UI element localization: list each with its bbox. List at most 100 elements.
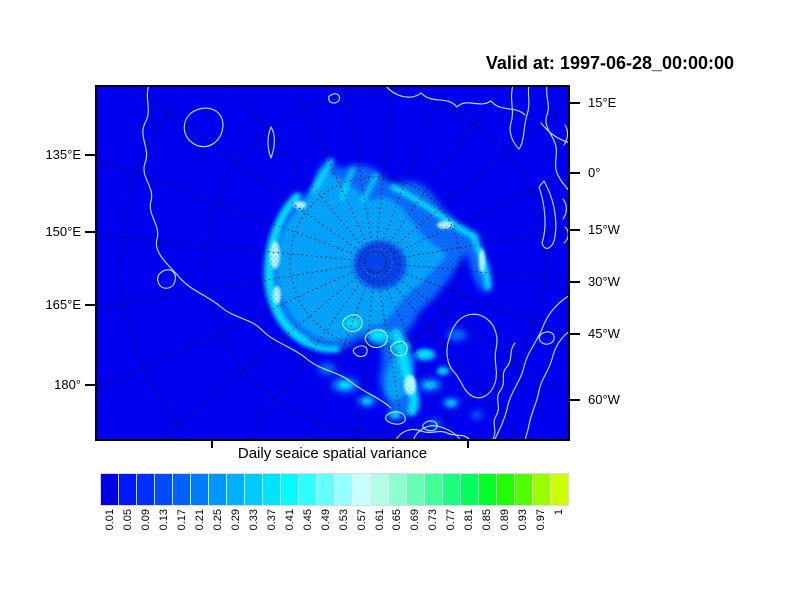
colorbar-segment (317, 474, 335, 505)
colorbar-segment (137, 474, 155, 505)
colorbar-segment (209, 474, 227, 505)
colorbar-tick-label: 0.09 (139, 509, 152, 531)
colorbar-tick-cell: 0.45 (299, 509, 317, 551)
colorbar-tick-label: 0.17 (175, 509, 188, 531)
colorbar-segment (461, 474, 479, 505)
colorbar-segment (479, 474, 497, 505)
colorbar-tick-label: 0.13 (157, 509, 170, 531)
map-canvas (95, 85, 570, 441)
colorbar-segment (551, 474, 568, 505)
seaice-variance-field (264, 158, 492, 427)
colorbar-tick-label: 0.61 (373, 509, 386, 531)
colorbar-segment (425, 474, 443, 505)
colorbar-segment (497, 474, 515, 505)
right-axis-tick-label: 0° (588, 165, 601, 180)
colorbar-tick-label: 0.85 (481, 509, 494, 531)
right-axis-tick (570, 333, 580, 335)
colorbar-segment (119, 474, 137, 505)
colorbar-tick-cell: 0.29 (227, 509, 245, 551)
map-panel (95, 85, 570, 441)
colorbar-tick-label: 0.41 (283, 509, 296, 531)
colorbar-tick-cell: 0.57 (353, 509, 371, 551)
colorbar-segment (101, 474, 119, 505)
colorbar-tick-label: 0.77 (445, 509, 458, 531)
colorbar-caption: Daily seaice spatial variance (237, 445, 428, 462)
colorbar-segment (443, 474, 461, 505)
right-axis-tick-label: 45°W (588, 326, 620, 341)
colorbar-segment (173, 474, 191, 505)
colorbar-tick-cell: 0.61 (371, 509, 389, 551)
left-axis-tick-label: 150°E (45, 224, 81, 239)
colorbar-tick-cell: 0.97 (532, 509, 550, 551)
bottom-axis-tick (467, 441, 469, 448)
colorbar-tick-labels: 0.01 0.05 0.09 0.13 0.17 0.21 0.25 0.29 0.33 0.37… (101, 509, 568, 551)
colorbar-tick-cell: 0.37 (263, 509, 281, 551)
colorbar-tick-label: 0.29 (229, 509, 242, 531)
bottom-axis-tick (211, 441, 213, 448)
graticule (95, 85, 570, 441)
colorbar-tick-label: 0.93 (517, 509, 530, 531)
colorbar-tick-cell: 0.21 (191, 509, 209, 551)
coastlines (142, 85, 570, 441)
left-axis-tick-label: 135°E (45, 147, 81, 162)
right-axis-tick-label: 30°W (588, 274, 620, 289)
colorbar-tick-cell: 0.73 (424, 509, 442, 551)
colorbar-tick-cell: 0.81 (460, 509, 478, 551)
colorbar-tick-label: 0.97 (535, 509, 548, 531)
colorbar-segment (281, 474, 299, 505)
right-axis-tick (570, 229, 580, 231)
left-axis-tick (85, 384, 95, 386)
colorbar-segment (191, 474, 209, 505)
colorbar-tick-cell: 0.09 (137, 509, 155, 551)
colorbar-tick-label: 0.53 (337, 509, 350, 531)
colorbar-tick-label: 1 (553, 509, 566, 516)
left-axis-tick-label: 165°E (45, 297, 81, 312)
colorbar-tick-label: 0.89 (499, 509, 512, 531)
colorbar-tick-cell: 0.25 (209, 509, 227, 551)
map-border (95, 85, 570, 441)
colorbar-segment (245, 474, 263, 505)
colorbar-tick-label: 0.37 (265, 509, 278, 531)
colorbar-tick-cell: 1 (550, 509, 568, 551)
colorbar-tick-cell: 0.13 (155, 509, 173, 551)
colorbar-tick-label: 0.65 (391, 509, 404, 531)
colorbar-tick-cell: 0.85 (478, 509, 496, 551)
colorbar-segment (407, 474, 425, 505)
colorbar-tick-cell: 0.41 (281, 509, 299, 551)
colorbar-tick-cell: 0.33 (245, 509, 263, 551)
right-axis-tick-label: 60°W (588, 392, 620, 407)
colorbar-tick-cell: 0.05 (119, 509, 137, 551)
left-axis-tick (85, 304, 95, 306)
right-axis-tick-label: 15°W (588, 222, 620, 237)
colorbar-segment (299, 474, 317, 505)
right-axis-tick (570, 281, 580, 283)
colorbar-segment (335, 474, 353, 505)
right-axis-tick-label: 15°E (588, 95, 617, 110)
colorbar-tick-cell: 0.69 (406, 509, 424, 551)
right-axis-tick (570, 399, 580, 401)
left-axis-tick (85, 231, 95, 233)
colorbar-tick-cell: 0.89 (496, 509, 514, 551)
colorbar-segment (353, 474, 371, 505)
colorbar-segment (533, 474, 551, 505)
colorbar-tick-label: 0.33 (247, 509, 260, 531)
colorbar-segment (389, 474, 407, 505)
colorbar-segment (263, 474, 281, 505)
colorbar-tick-label: 0.73 (427, 509, 440, 531)
colorbar-segment (371, 474, 389, 505)
colorbar-tick-label: 0.01 (103, 509, 116, 531)
colorbar-tick-label: 0.69 (409, 509, 422, 531)
colorbar-tick-label: 0.25 (211, 509, 224, 531)
colorbar-tick-cell: 0.17 (173, 509, 191, 551)
colorbar-tick-cell: 0.01 (101, 509, 119, 551)
colorbar-tick-cell: 0.65 (389, 509, 407, 551)
colorbar-tick-cell: 0.49 (317, 509, 335, 551)
colorbar-segment (227, 474, 245, 505)
left-axis-tick-label: 180° (54, 377, 81, 392)
right-axis-tick (570, 102, 580, 104)
colorbar-tick-cell: 0.93 (514, 509, 532, 551)
colorbar-tick-label: 0.49 (319, 509, 332, 531)
colorbar (101, 474, 568, 505)
left-axis-tick (85, 154, 95, 156)
